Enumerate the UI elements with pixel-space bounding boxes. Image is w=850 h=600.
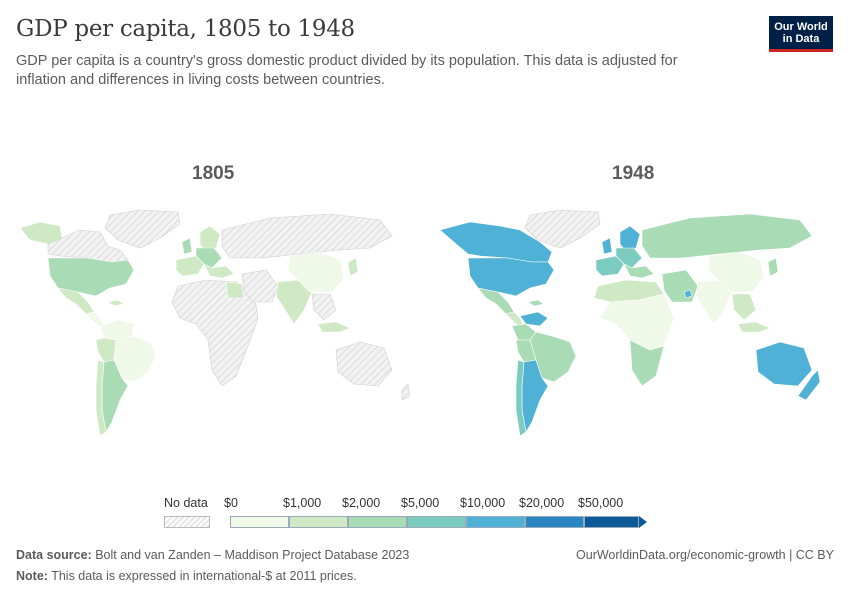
egypt-1805[interactable] (225, 281, 245, 299)
africa-1805[interactable] (171, 279, 259, 387)
legend-no-data-swatch[interactable] (164, 516, 210, 528)
gulf-1948[interactable] (683, 289, 693, 299)
legend-bin-label-3: $5,000 (401, 496, 440, 510)
chart-subtitle: GDP per capita is a country's gross dome… (16, 53, 678, 88)
peru-1805[interactable] (95, 337, 117, 363)
scandinavia-1805[interactable] (199, 225, 221, 253)
chart-title: GDP per capita, 1805 to 1948 (16, 16, 355, 42)
panel-title-1948: 1948 (612, 163, 655, 184)
legend-bin-label-6: $50,000 (578, 496, 624, 510)
legend-bin-label-1: $1,000 (283, 496, 322, 510)
legend-no-data-label: No data (164, 496, 208, 510)
indonesia-1805[interactable] (317, 321, 351, 333)
africa-south-1948[interactable] (629, 339, 665, 387)
footer-source: Data source: Bolt and van Zanden – Maddi… (16, 548, 409, 562)
venezuela-1948[interactable] (519, 311, 549, 327)
scandinavia-1948[interactable] (619, 225, 641, 253)
brazil-1948[interactable] (529, 331, 577, 383)
middle-east-1948[interactable] (661, 269, 699, 303)
panel-title-1805: 1805 (192, 163, 235, 184)
legend-swatch-0[interactable] (230, 516, 289, 528)
usa-1948[interactable] (467, 257, 555, 297)
japan-1948[interactable] (767, 257, 779, 277)
color-legend: No data $0 $1,000 $2,000 $5,000 $10,000 $20,0… (160, 496, 660, 536)
legend-swatch-1[interactable] (289, 516, 348, 528)
legend-swatch-5[interactable] (525, 516, 584, 528)
chile-1948[interactable] (515, 359, 527, 437)
legend-bin-label-2: $2,000 (342, 496, 381, 510)
australia-1948[interactable] (755, 341, 813, 387)
map-1805 (19, 209, 411, 437)
usa-1805[interactable] (47, 257, 135, 297)
se-asia-1805[interactable] (311, 293, 337, 321)
china-1948[interactable] (707, 251, 765, 293)
legend-swatch-3[interactable] (407, 516, 466, 528)
source-text[interactable]: Bolt and van Zanden – Maddison Project D… (95, 548, 410, 562)
footer-url[interactable]: OurWorldinData.org/economic-growth | CC … (576, 548, 834, 562)
central-america-1805[interactable] (85, 311, 105, 327)
japan-1805[interactable] (347, 257, 359, 277)
uk-1948[interactable] (601, 237, 613, 255)
logo-line1: Our World (774, 21, 828, 33)
balkans-1948[interactable] (623, 263, 655, 279)
logo-line2: in Data (782, 33, 820, 45)
legend-bin-label-5: $20,000 (519, 496, 565, 510)
greenland-1948[interactable] (524, 209, 601, 249)
greenland-1805[interactable] (104, 209, 181, 249)
footer-note: Note: This data is expressed in internat… (16, 569, 357, 583)
china-1805[interactable] (287, 251, 345, 293)
note-label: Note: (16, 569, 48, 583)
legend-bin-label-0: $0 (224, 496, 238, 510)
legend-swatch-4[interactable] (466, 516, 525, 528)
italy-balkans-1805[interactable] (203, 263, 235, 279)
central-america-1948[interactable] (505, 311, 525, 327)
world-maps (19, 209, 821, 437)
new-zealand-1948[interactable] (797, 369, 821, 401)
australia-1805[interactable] (335, 341, 393, 387)
new-zealand-1805[interactable] (401, 383, 411, 401)
chile-1805[interactable] (95, 359, 107, 437)
caribbean-1948[interactable] (527, 299, 545, 307)
se-asia-1948[interactable] (731, 293, 757, 321)
canada-1805[interactable] (47, 229, 129, 263)
russia-1948[interactable] (641, 213, 813, 259)
uk-1805[interactable] (181, 237, 193, 255)
source-label: Data source: (16, 548, 92, 562)
legend-swatch-6[interactable] (584, 516, 639, 528)
africa-central-1948[interactable] (599, 293, 675, 351)
russia-1805[interactable] (221, 213, 393, 259)
legend-bin-label-4: $10,000 (460, 496, 506, 510)
owid-logo[interactable]: Our World in Data (769, 16, 833, 52)
note-text: This data is expressed in international-… (51, 569, 357, 583)
legend-swatch-2[interactable] (348, 516, 407, 528)
map-1948 (439, 209, 821, 437)
caribbean-1805[interactable] (107, 299, 125, 307)
legend-arrow-tip (639, 516, 647, 528)
indonesia-1948[interactable] (737, 321, 771, 333)
middle-east-1805[interactable] (241, 269, 279, 303)
